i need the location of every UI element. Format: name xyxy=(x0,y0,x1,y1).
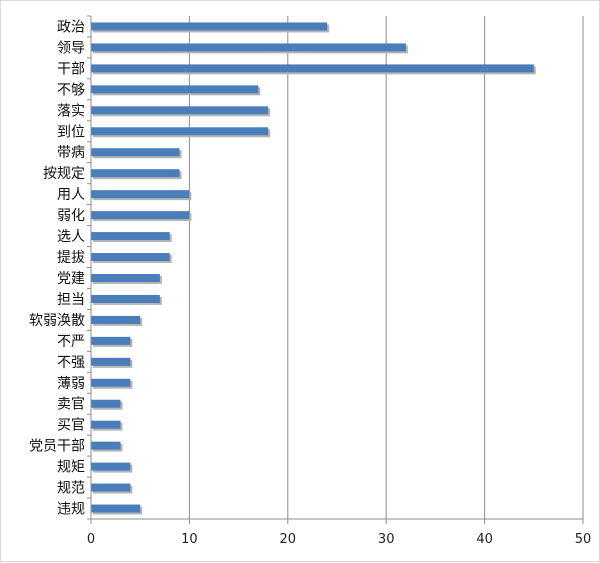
category-label: 软弱涣散 xyxy=(29,312,85,329)
category-label: 规矩 xyxy=(57,460,85,476)
category-label: 落实 xyxy=(57,103,85,119)
category-label: 到位 xyxy=(57,124,85,140)
x-tick-labels: 0 10 20 30 40 50 xyxy=(87,532,591,547)
bar-不强 xyxy=(91,357,131,366)
x-tick-label: 0 xyxy=(87,532,95,547)
category-label: 弱化 xyxy=(57,208,85,224)
category-label: 规范 xyxy=(57,480,85,497)
bar-党建 xyxy=(91,273,160,282)
bar-领导 xyxy=(91,43,406,52)
bar-干部 xyxy=(91,64,534,73)
category-label: 违规 xyxy=(57,502,85,518)
category-labels: 政治领导干部不够落实到位带病按规定用人弱化选人提拔党建担当软弱涣散不严不强薄弱卖… xyxy=(29,19,85,517)
bar-党员干部 xyxy=(91,441,121,450)
category-label: 不严 xyxy=(57,334,85,350)
bar-规矩 xyxy=(91,462,131,471)
bar-规范 xyxy=(91,483,131,492)
bar-弱化 xyxy=(91,211,190,220)
category-label: 用人 xyxy=(57,187,85,203)
category-label: 担当 xyxy=(57,292,85,308)
bar-带病 xyxy=(91,148,180,157)
category-label: 薄弱 xyxy=(57,376,85,392)
gridlines xyxy=(188,16,584,519)
bar-用人 xyxy=(91,190,190,199)
axes xyxy=(87,15,584,524)
bar-到位 xyxy=(91,127,269,136)
bar-选人 xyxy=(91,232,170,241)
category-label: 不强 xyxy=(57,355,85,371)
category-label: 政治 xyxy=(57,19,85,35)
category-label: 干部 xyxy=(57,61,85,77)
x-tick-label: 10 xyxy=(181,532,198,547)
bar-软弱涣散 xyxy=(91,315,141,324)
category-label: 选人 xyxy=(57,229,85,245)
x-tick-label: 40 xyxy=(476,532,493,547)
category-label: 党建 xyxy=(57,271,85,287)
bar-不够 xyxy=(91,85,259,94)
bar-政治 xyxy=(91,22,328,31)
category-label: 领导 xyxy=(57,40,85,56)
bar-按规定 xyxy=(91,169,180,178)
bar-落实 xyxy=(91,106,269,115)
bar-卖官 xyxy=(91,399,121,408)
bar-买官 xyxy=(91,420,121,429)
bar-shadows xyxy=(93,24,536,515)
bar-违规 xyxy=(91,504,141,513)
category-label: 按规定 xyxy=(43,166,85,182)
category-label: 买官 xyxy=(57,418,85,434)
x-tick-label: 50 xyxy=(575,532,592,547)
category-label: 党员干部 xyxy=(29,439,85,455)
category-label: 提拔 xyxy=(57,250,85,266)
bar-提拔 xyxy=(91,253,170,262)
category-label: 卖官 xyxy=(57,397,85,413)
category-label: 带病 xyxy=(57,145,85,161)
bar-担当 xyxy=(91,294,160,303)
x-tick-label: 30 xyxy=(378,532,395,547)
bar-薄弱 xyxy=(91,378,131,387)
bar-不严 xyxy=(91,336,131,345)
category-label: 不够 xyxy=(57,82,85,98)
x-tick-label: 20 xyxy=(280,532,297,547)
bars xyxy=(91,22,534,513)
